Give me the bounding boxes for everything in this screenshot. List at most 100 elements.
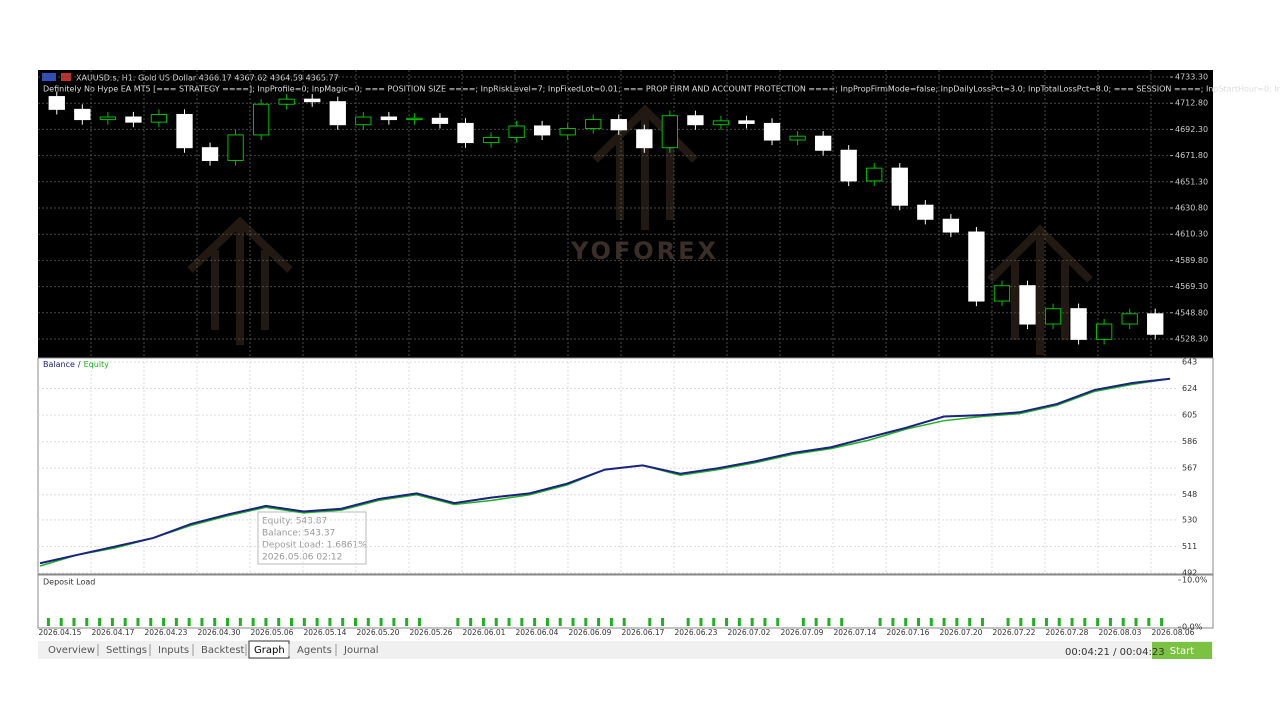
x-date-label: 2026.05.06 bbox=[251, 628, 294, 637]
candle-body bbox=[738, 120, 755, 124]
load-bar bbox=[72, 618, 76, 626]
start-button[interactable] bbox=[1152, 642, 1212, 659]
y-tick-label: 4569.30 bbox=[1175, 282, 1208, 291]
y-tick-label: 4671.80 bbox=[1175, 151, 1208, 160]
candle-body bbox=[636, 129, 653, 149]
candle-body bbox=[278, 98, 295, 105]
tab[interactable]: Overview bbox=[48, 645, 95, 656]
tab[interactable]: Journal bbox=[343, 645, 379, 656]
load-bar bbox=[750, 618, 754, 626]
y-tick-label: 4528.30 bbox=[1175, 334, 1208, 343]
load-bar bbox=[942, 618, 946, 626]
panel-title: Deposit Load bbox=[43, 578, 95, 587]
y-tick-label: 511 bbox=[1182, 542, 1197, 551]
tooltip: Equity: 543.87 Balance: 543.37 Deposit Loa… bbox=[257, 511, 367, 565]
load-bar bbox=[162, 618, 166, 626]
load-bar bbox=[417, 618, 421, 626]
timer: 00:04:21 / 00:04:23 bbox=[1065, 647, 1165, 658]
load-bar bbox=[571, 618, 575, 626]
load-bar bbox=[1121, 618, 1125, 626]
candle-body bbox=[1147, 313, 1164, 335]
x-date-label: 2026.06.01 bbox=[463, 628, 506, 637]
load-bar bbox=[290, 618, 294, 626]
candle-body bbox=[176, 113, 193, 149]
load-bar bbox=[1083, 618, 1087, 626]
load-bar bbox=[1160, 618, 1164, 626]
x-date-label: 2026.06.09 bbox=[569, 628, 612, 637]
load-bar bbox=[456, 618, 460, 626]
load-bar bbox=[469, 618, 473, 626]
legend-separator: / bbox=[78, 360, 81, 369]
candle-body bbox=[891, 167, 908, 206]
x-date-label: 2026.07.28 bbox=[1046, 628, 1089, 637]
y-tick-label: 530 bbox=[1182, 515, 1197, 524]
candle-body bbox=[406, 117, 423, 121]
load-bar bbox=[699, 618, 703, 626]
candle-body bbox=[150, 113, 168, 123]
tab[interactable]: Graph bbox=[254, 645, 285, 656]
y-tick-label: 548 bbox=[1182, 490, 1197, 499]
tooltip-line: Balance: 543.37 bbox=[262, 529, 335, 539]
x-date-label: 2026.05.14 bbox=[304, 628, 347, 637]
tab[interactable]: Settings bbox=[106, 645, 147, 656]
load-bar bbox=[955, 618, 959, 626]
x-date-label: 2026.05.20 bbox=[357, 628, 400, 637]
tab[interactable]: Inputs bbox=[158, 645, 189, 656]
start-label[interactable]: Start bbox=[1170, 646, 1195, 657]
x-date-label: 2026.08.03 bbox=[1099, 628, 1142, 637]
load-bar bbox=[1057, 618, 1061, 626]
tab[interactable]: Agents bbox=[297, 645, 332, 656]
load-bar bbox=[302, 618, 306, 626]
y-tick-label: 4630.80 bbox=[1175, 204, 1208, 213]
load-bar bbox=[494, 618, 498, 626]
load-bar bbox=[1019, 618, 1023, 626]
load-bar bbox=[174, 618, 178, 626]
y-tick-label: 10.0% bbox=[1182, 576, 1208, 585]
candle-body bbox=[610, 119, 627, 131]
load-bar bbox=[353, 618, 357, 626]
load-bar bbox=[98, 618, 102, 626]
load-bar bbox=[1096, 618, 1100, 626]
load-bar bbox=[59, 618, 63, 626]
x-date-label: 2026.05.26 bbox=[410, 628, 453, 637]
symbol-header: XAUUSD.s, H1: Gold US Dollar 4366.17 436… bbox=[76, 74, 339, 83]
load-bar bbox=[481, 618, 485, 626]
candle-body bbox=[866, 167, 883, 182]
x-date-label: 2026.06.04 bbox=[516, 628, 559, 637]
candle-body bbox=[763, 122, 781, 141]
x-date-label: 2026.07.09 bbox=[781, 628, 824, 637]
candle-body bbox=[380, 116, 398, 121]
load-bar bbox=[814, 618, 818, 626]
candle-body bbox=[1121, 313, 1138, 325]
candle-body bbox=[329, 101, 346, 126]
x-date-label: 2026.07.14 bbox=[834, 628, 877, 637]
load-bar bbox=[904, 618, 908, 626]
load-bar bbox=[213, 618, 217, 626]
x-date-label: 2026.07.22 bbox=[993, 628, 1036, 637]
watermark: YOFOREX bbox=[570, 237, 719, 265]
ea-header: Definitely No Hype EA MT5 [=== STRATEGY … bbox=[43, 85, 1280, 94]
candle-body bbox=[942, 218, 960, 233]
legend: Balance / Equity bbox=[43, 360, 109, 369]
load-bar bbox=[315, 618, 319, 626]
load-bar bbox=[840, 618, 844, 626]
load-bar bbox=[200, 618, 204, 626]
load-bar bbox=[251, 618, 255, 626]
y-tick-label: 624 bbox=[1182, 384, 1197, 393]
candle-body bbox=[559, 128, 576, 136]
load-bar bbox=[1147, 618, 1151, 626]
load-bar bbox=[1108, 618, 1112, 626]
x-date-label: 2026.08.06 bbox=[1152, 628, 1195, 637]
load-bar bbox=[545, 618, 549, 626]
load-bar bbox=[149, 618, 153, 626]
load-bar bbox=[776, 618, 780, 626]
load-bar bbox=[827, 618, 831, 626]
candle-body bbox=[1095, 323, 1113, 340]
tab[interactable]: Backtest bbox=[201, 645, 245, 656]
candle-body bbox=[125, 116, 142, 123]
load-bar bbox=[533, 618, 537, 626]
load-bar bbox=[379, 618, 383, 626]
candle-body bbox=[508, 125, 525, 138]
y-tick-label: 4651.30 bbox=[1175, 177, 1208, 186]
